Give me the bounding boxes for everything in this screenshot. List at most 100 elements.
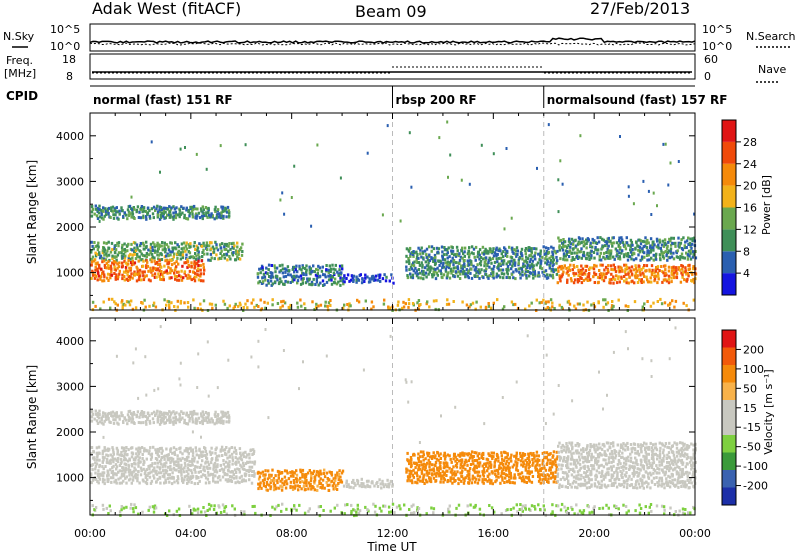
data-cell xyxy=(650,466,654,469)
data-cell xyxy=(348,279,351,283)
data-cell xyxy=(471,301,475,305)
power-colorbar-swatch xyxy=(722,141,736,164)
data-cell xyxy=(296,301,299,305)
data-cell xyxy=(191,209,194,213)
data-cell xyxy=(547,250,551,254)
sparse-echo xyxy=(447,175,449,179)
data-cell xyxy=(281,263,284,267)
data-cell xyxy=(142,207,145,211)
data-cell xyxy=(234,471,238,474)
data-cell xyxy=(560,305,564,309)
data-cell xyxy=(260,267,263,271)
data-cell xyxy=(173,274,177,278)
data-cell xyxy=(659,256,662,260)
data-cell xyxy=(424,478,428,482)
data-cell xyxy=(205,244,208,248)
data-cell xyxy=(494,480,497,484)
data-cell xyxy=(139,242,143,245)
data-cell xyxy=(609,442,613,446)
data-cell xyxy=(97,469,100,473)
data-cell xyxy=(513,258,516,262)
data-cell xyxy=(645,246,649,249)
data-cell xyxy=(103,248,106,252)
data-cell xyxy=(99,254,103,258)
data-cell xyxy=(599,475,603,479)
data-cell xyxy=(130,420,133,424)
data-cell xyxy=(162,271,166,275)
data-cell xyxy=(91,260,94,264)
data-cell xyxy=(112,414,115,418)
data-cell xyxy=(223,472,226,475)
data-cell xyxy=(336,270,339,274)
data-cell xyxy=(566,246,569,250)
data-cell xyxy=(641,478,644,482)
data-cell xyxy=(94,268,97,272)
data-cell xyxy=(148,475,152,479)
data-cell xyxy=(149,446,152,450)
data-cell xyxy=(134,476,138,480)
data-cell xyxy=(431,463,434,467)
data-cell xyxy=(228,419,231,423)
data-cell xyxy=(185,217,188,220)
data-cell xyxy=(244,462,248,466)
data-cell xyxy=(150,260,153,264)
data-cell xyxy=(218,212,221,216)
data-cell xyxy=(122,215,125,218)
data-cell xyxy=(490,479,493,483)
data-cell xyxy=(273,266,277,270)
data-cell xyxy=(569,277,573,281)
y-tick-label: 2000 xyxy=(56,221,84,234)
data-cell xyxy=(659,297,662,301)
data-cell xyxy=(420,469,424,473)
data-cell xyxy=(131,210,134,214)
data-cell xyxy=(279,306,282,310)
data-cell xyxy=(605,485,608,489)
data-cell xyxy=(607,236,610,240)
data-cell xyxy=(640,255,644,259)
data-cell xyxy=(640,257,644,261)
data-cell xyxy=(635,470,638,474)
data-cell xyxy=(271,298,274,302)
data-cell xyxy=(574,449,578,453)
data-cell xyxy=(230,446,233,449)
data-cell xyxy=(101,249,105,253)
data-cell xyxy=(208,215,212,219)
sparse-echo xyxy=(669,161,672,165)
data-cell xyxy=(126,459,130,463)
sparse-echo xyxy=(219,144,222,148)
data-cell xyxy=(612,281,615,285)
data-cell xyxy=(208,302,212,306)
data-cell xyxy=(488,265,491,269)
data-cell xyxy=(158,413,161,417)
data-cell xyxy=(413,461,416,465)
data-cell xyxy=(617,265,620,269)
data-cell xyxy=(661,253,664,257)
data-cell xyxy=(544,269,548,273)
data-cell xyxy=(139,274,142,278)
data-cell xyxy=(173,207,177,211)
data-cell xyxy=(153,259,156,263)
data-cell xyxy=(609,239,612,243)
data-cell xyxy=(316,274,319,278)
data-cell xyxy=(613,471,616,475)
data-cell xyxy=(515,468,518,472)
data-cell xyxy=(501,476,504,480)
data-cell xyxy=(632,268,636,272)
data-cell xyxy=(304,307,307,310)
data-cell xyxy=(643,251,646,255)
data-cell xyxy=(286,265,290,269)
data-cell xyxy=(141,253,145,257)
data-cell xyxy=(525,274,528,278)
data-cell xyxy=(171,471,174,475)
data-cell xyxy=(577,451,581,455)
data-cell xyxy=(583,467,586,470)
data-cell xyxy=(281,267,285,271)
data-cell xyxy=(632,474,635,478)
data-cell xyxy=(381,277,385,281)
data-cell xyxy=(585,486,589,490)
data-cell xyxy=(140,411,143,415)
data-cell xyxy=(114,251,117,255)
data-cell xyxy=(420,255,423,259)
noise-left-bottom: 10^0 xyxy=(50,40,80,53)
data-cell xyxy=(620,465,623,469)
